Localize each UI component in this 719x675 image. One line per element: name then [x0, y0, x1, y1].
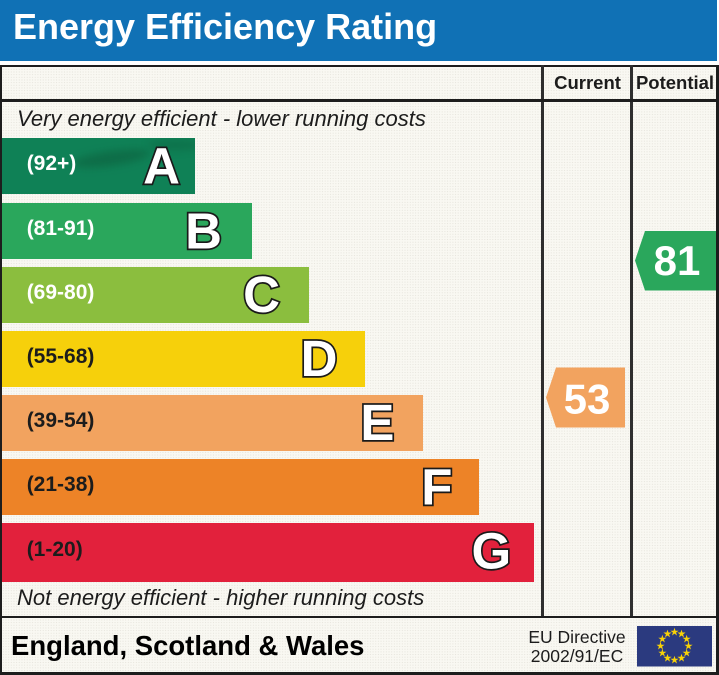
svg-text:A: A: [143, 138, 180, 195]
svg-text:F: F: [421, 459, 452, 516]
svg-text:B: B: [185, 202, 222, 259]
svg-text:C: C: [243, 266, 280, 323]
svg-text:53: 53: [564, 376, 611, 423]
svg-text:G: G: [471, 523, 511, 580]
svg-text:81: 81: [654, 237, 701, 284]
svg-text:E: E: [360, 394, 394, 451]
svg-text:D: D: [301, 330, 338, 387]
